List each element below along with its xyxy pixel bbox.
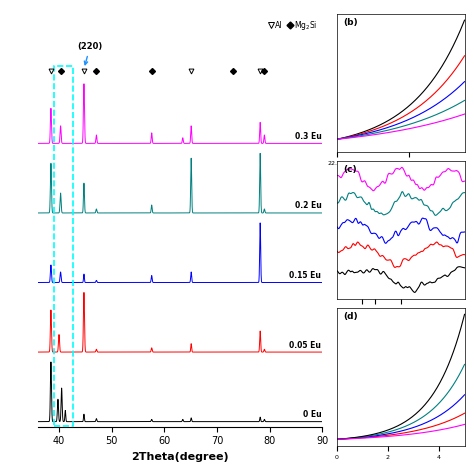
Text: 0 Eu: 0 Eu bbox=[302, 410, 321, 419]
Text: (c): (c) bbox=[343, 165, 356, 174]
Bar bbox=[54, 66, 73, 426]
Text: (220): (220) bbox=[77, 42, 103, 64]
Text: (b): (b) bbox=[343, 18, 357, 27]
Text: 0.3 Eu: 0.3 Eu bbox=[294, 132, 321, 141]
Text: (d): (d) bbox=[343, 312, 357, 321]
Text: 0.15 Eu: 0.15 Eu bbox=[290, 271, 321, 280]
Text: 0.05 Eu: 0.05 Eu bbox=[290, 341, 321, 350]
X-axis label: 2Theta(degree): 2Theta(degree) bbox=[131, 452, 229, 462]
Text: 0.2 Eu: 0.2 Eu bbox=[294, 201, 321, 210]
Legend: Al, Mg$_2$Si: Al, Mg$_2$Si bbox=[267, 18, 319, 33]
